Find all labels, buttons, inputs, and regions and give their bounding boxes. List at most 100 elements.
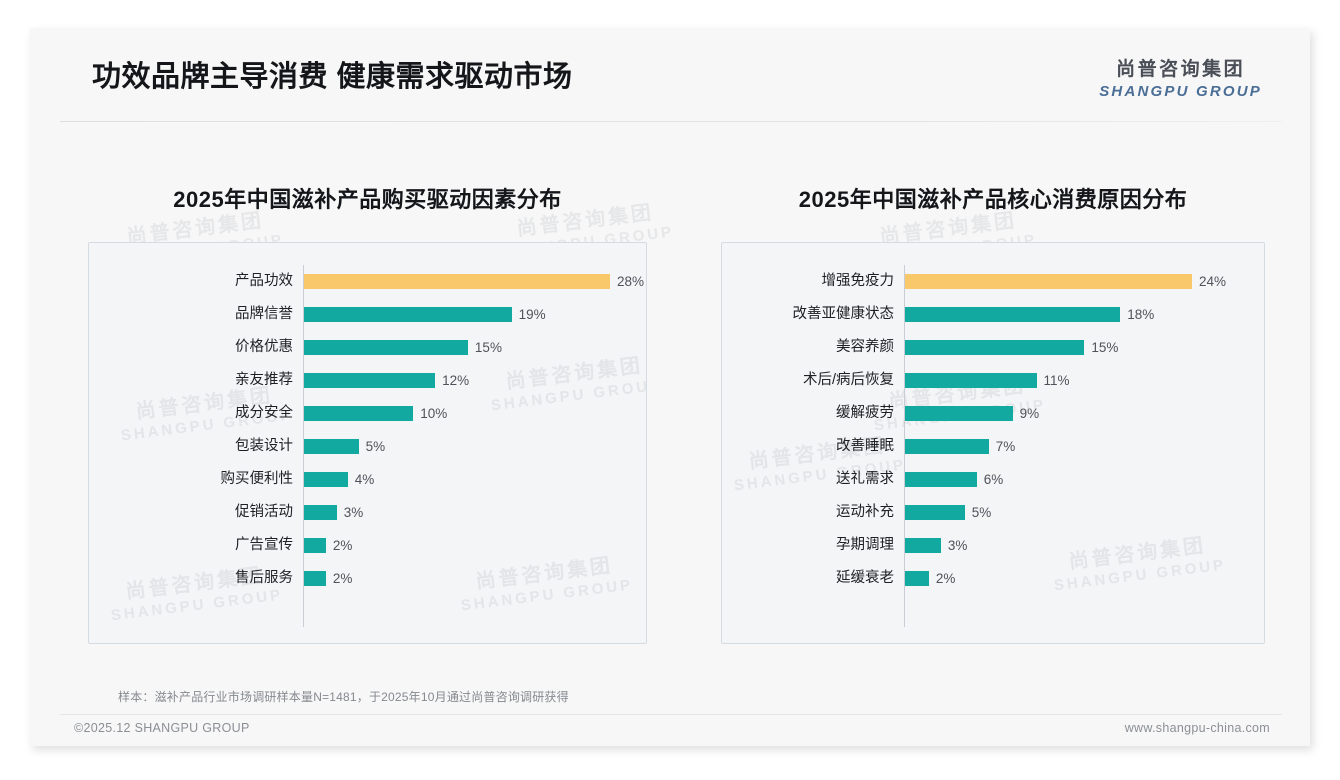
- bar-container: 15%: [304, 331, 642, 364]
- bar[interactable]: [905, 340, 1085, 355]
- bar-value-label: 10%: [420, 406, 448, 421]
- bar[interactable]: [304, 538, 326, 553]
- bar-container: 5%: [304, 430, 642, 463]
- bar-value-label: 2%: [332, 571, 353, 586]
- chart-title-right: 2025年中国滋补产品核心消费原因分布: [798, 187, 1188, 212]
- bar-value-label: 19%: [518, 307, 546, 322]
- chart-panel-purchase-drivers: 2025年中国滋补产品购买驱动因素分布 尚普咨询集团 SHANGPU GROUP…: [60, 122, 675, 662]
- bar-container: 19%: [304, 298, 642, 331]
- bar-container: 5%: [905, 496, 1260, 529]
- charts-area: 2025年中国滋补产品购买驱动因素分布 尚普咨询集团 SHANGPU GROUP…: [30, 122, 1310, 662]
- bar[interactable]: [304, 406, 414, 421]
- bar-value-label: 9%: [1019, 406, 1040, 421]
- bar-value-label: 5%: [971, 505, 992, 520]
- bar-rows-right: 增强免疫力 24% 改善亚健康状态 18% 美容养颜 15% 术后/病后恢复 11% 缓解疲劳 9…: [722, 265, 1264, 595]
- slide-header: 功效品牌主导消费 健康需求驱动市场 尚普咨询集团 SHANGPU GROUP: [30, 28, 1310, 122]
- bar-row: 改善睡眠 7%: [722, 430, 1264, 463]
- bar-value-label: 6%: [983, 472, 1004, 487]
- bar-category-label: 术后/病后恢复: [802, 372, 894, 388]
- bar[interactable]: [304, 571, 326, 586]
- chart-panel-consumption-reasons: 2025年中国滋补产品核心消费原因分布 尚普咨询集团 SHANGPU GROUP…: [693, 122, 1293, 662]
- bar-category-label: 促销活动: [235, 504, 293, 520]
- bar[interactable]: [304, 307, 512, 322]
- chart-card-right: 尚普咨询集团 SHANGPU GROUP 尚普咨询集团 SHANGPU GROU…: [721, 242, 1265, 644]
- bar-row: 延缓衰老 2%: [722, 562, 1264, 595]
- footer-divider: [60, 714, 1282, 715]
- bar-row: 售后服务 2%: [89, 562, 646, 595]
- website-link[interactable]: www.shangpu-china.com: [1124, 721, 1270, 735]
- bar-container: 2%: [905, 562, 1260, 595]
- bar[interactable]: [304, 472, 348, 487]
- bar-container: 28%: [304, 265, 645, 298]
- bar[interactable]: [304, 274, 610, 289]
- bar-value-label: 3%: [343, 505, 364, 520]
- bar[interactable]: [304, 340, 468, 355]
- bar[interactable]: [905, 274, 1192, 289]
- bar-rows-left: 产品功效 28% 品牌信誉 19% 价格优惠 15% 亲友推荐 12% 成分安全 10% 包装设计 5…: [89, 265, 646, 595]
- bar-container: 11%: [905, 364, 1260, 397]
- bar-row: 亲友推荐 12%: [89, 364, 646, 397]
- chart-title-left: 2025年中国滋补产品购买驱动因素分布: [173, 187, 562, 212]
- bar-row: 增强免疫力 24%: [722, 265, 1264, 298]
- bar-value-label: 15%: [474, 340, 502, 355]
- bar-value-label: 11%: [1043, 373, 1070, 388]
- bar-value-label: 4%: [354, 472, 375, 487]
- bar-value-label: 2%: [332, 538, 353, 553]
- bar-container: 9%: [905, 397, 1260, 430]
- bar-row: 术后/病后恢复 11%: [722, 364, 1264, 397]
- bar-value-label: 2%: [935, 571, 956, 586]
- bar-category-label: 美容养颜: [836, 339, 894, 355]
- bar-category-label: 亲友推荐: [235, 372, 293, 388]
- bar[interactable]: [905, 439, 989, 454]
- bar-value-label: 7%: [995, 439, 1016, 454]
- bar-row: 缓解疲劳 9%: [722, 397, 1264, 430]
- plot-area-left: 产品功效 28% 品牌信誉 19% 价格优惠 15% 亲友推荐 12% 成分安全 10% 包装设计 5…: [89, 243, 646, 643]
- bar-container: 15%: [905, 331, 1260, 364]
- bar[interactable]: [304, 373, 436, 388]
- bar-row: 成分安全 10%: [89, 397, 646, 430]
- bar-category-label: 送礼需求: [836, 471, 894, 487]
- bar-row: 运动补充 5%: [722, 496, 1264, 529]
- bar-category-label: 品牌信誉: [235, 306, 293, 322]
- bar-category-label: 售后服务: [235, 570, 293, 586]
- bar[interactable]: [905, 406, 1013, 421]
- bar-row: 价格优惠 15%: [89, 331, 646, 364]
- bar[interactable]: [905, 538, 941, 553]
- bar-row: 美容养颜 15%: [722, 331, 1264, 364]
- bar-row: 送礼需求 6%: [722, 463, 1264, 496]
- bar[interactable]: [905, 472, 977, 487]
- page-title: 功效品牌主导消费 健康需求驱动市场: [92, 61, 573, 93]
- bar[interactable]: [905, 307, 1121, 322]
- bar[interactable]: [304, 505, 337, 520]
- bar-value-label: 3%: [947, 538, 968, 553]
- header-divider: [60, 121, 1282, 122]
- bar-container: 18%: [905, 298, 1260, 331]
- bar[interactable]: [905, 505, 965, 520]
- bar-container: 12%: [304, 364, 642, 397]
- bar[interactable]: [304, 439, 359, 454]
- bar-container: 24%: [905, 265, 1260, 298]
- bar-category-label: 运动补充: [836, 504, 894, 520]
- bar-category-label: 改善睡眠: [836, 438, 894, 454]
- bar-container: 4%: [304, 463, 642, 496]
- brand-name-cn: 尚普咨询集团: [1116, 59, 1246, 80]
- sample-note: 样本：滋补产品行业市场调研样本量N=1481，于2025年10月通过尚普咨询调研…: [118, 690, 569, 704]
- bar[interactable]: [905, 571, 929, 586]
- y-axis-line: [303, 265, 304, 627]
- bar-row: 促销活动 3%: [89, 496, 646, 529]
- bar-row: 品牌信誉 19%: [89, 298, 646, 331]
- bar-container: 3%: [905, 529, 1260, 562]
- slide-canvas: 功效品牌主导消费 健康需求驱动市场 尚普咨询集团 SHANGPU GROUP 2…: [30, 28, 1310, 746]
- bar[interactable]: [905, 373, 1037, 388]
- plot-area-right: 增强免疫力 24% 改善亚健康状态 18% 美容养颜 15% 术后/病后恢复 11% 缓解疲劳 9…: [722, 243, 1264, 643]
- bar-value-label: 28%: [617, 274, 645, 289]
- brand-name-en: SHANGPU GROUP: [1099, 83, 1262, 100]
- bar-container: 2%: [304, 529, 642, 562]
- bar-category-label: 缓解疲劳: [836, 405, 894, 421]
- bar-value-label: 24%: [1199, 274, 1227, 289]
- chart-card-left: 尚普咨询集团 SHANGPU GROUP 尚普咨询集团 SHANGPU GROU…: [88, 242, 647, 644]
- bar-row: 广告宣传 2%: [89, 529, 646, 562]
- bar-container: 10%: [304, 397, 642, 430]
- copyright-text: ©2025.12 SHANGPU GROUP: [74, 721, 250, 735]
- bar-row: 改善亚健康状态 18%: [722, 298, 1264, 331]
